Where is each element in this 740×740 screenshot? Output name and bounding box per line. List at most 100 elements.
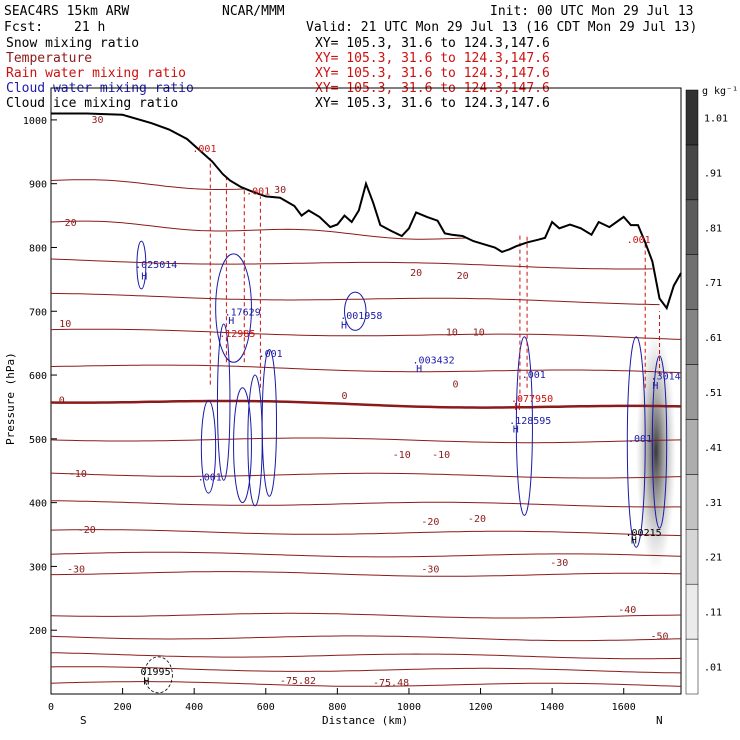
temperature-labels: -75.82 -75.48 -50 -40 -30 -30 -30 -20 -20 -20 -10 -…	[59, 115, 669, 689]
temperature-label: -20	[421, 517, 439, 528]
value-annotation: H	[141, 271, 147, 282]
value-annotation: H	[416, 364, 422, 375]
temperature-label: 30	[274, 185, 286, 196]
value-annotation: .3014	[651, 372, 681, 383]
value-annotation: H	[631, 535, 637, 546]
value-annotation: H	[341, 320, 347, 331]
x-tick-label: 600	[257, 702, 275, 713]
value-annotation: .001	[198, 472, 222, 483]
temperature-label: -30	[421, 565, 439, 576]
value-annotation: .001	[628, 434, 652, 445]
cloud-water-contour	[344, 291, 367, 331]
value-annotation: H	[143, 676, 149, 687]
x-tick-label: 800	[328, 702, 346, 713]
colorbar-label: .61	[704, 333, 722, 344]
colorbar-bin	[685, 638, 699, 695]
colorbar-label: .71	[704, 278, 722, 289]
north-endpoint: N	[656, 714, 663, 727]
value-annotation: .001	[246, 187, 270, 198]
isotherm-line	[51, 571, 682, 577]
isotherm-lines	[50, 179, 682, 687]
colorbar-label: .31	[704, 498, 722, 509]
value-annotation: .128595	[509, 416, 551, 427]
model-name: SEAC4RS 15km ARW	[4, 4, 129, 19]
colorbar-bin	[685, 309, 699, 365]
field-xy: XY= 105.3, 31.6 to 124.3,147.6	[315, 66, 550, 81]
isotherm-line	[50, 612, 682, 619]
isotherm-line	[50, 635, 682, 642]
x-tick-label: 400	[185, 702, 203, 713]
field-name: Rain water mixing ratio	[6, 66, 186, 81]
x-tick-label: 1200	[468, 702, 492, 713]
y-tick-label: 400	[29, 499, 47, 510]
value-annotation: H	[228, 316, 234, 327]
temperature-label: 10	[473, 327, 485, 338]
cloud-water-contour	[515, 336, 533, 516]
isotherm-line	[50, 220, 467, 240]
colorbar-label: .91	[704, 168, 722, 179]
snow-contour	[143, 656, 173, 694]
cloud-water-contour	[216, 323, 231, 481]
fcst-value: 21 h	[74, 20, 105, 35]
x-tick-label: 1000	[397, 702, 421, 713]
field-xy: XY= 105.3, 31.6 to 124.3,147.6	[315, 96, 550, 111]
value-annotation: .003432	[413, 356, 455, 367]
cloud-water-contour	[215, 253, 252, 363]
isotherm-line	[50, 681, 682, 687]
temperature-label: 30	[92, 115, 104, 126]
x-tick-label: 200	[114, 702, 132, 713]
value-annotation: .001	[259, 349, 283, 360]
x-tick-label: 1400	[540, 702, 564, 713]
temperature-label: -20	[468, 514, 486, 525]
value-annotation: .001	[192, 144, 216, 155]
temperature-label: 0	[452, 380, 458, 391]
isotherm-line	[50, 472, 682, 479]
x-axis-label: Distance (km)	[322, 714, 408, 727]
center-name: NCAR/MMM	[222, 4, 285, 19]
value-annotation: .17629	[225, 308, 261, 319]
temperature-label: -75.48	[373, 678, 409, 689]
isotherm-line	[50, 179, 245, 190]
value-annotation: H	[513, 424, 519, 435]
y-tick-label: 1000	[23, 116, 47, 127]
value-annotation: .00215	[626, 528, 662, 539]
colorbar-label: .01	[704, 663, 722, 674]
cloud-water-contour	[651, 355, 668, 529]
colorbar-label: .51	[704, 388, 722, 399]
init-time: Init: 00 UTC Mon 29 Jul 13	[490, 4, 694, 19]
field-name: Cloud ice mixing ratio	[6, 96, 178, 111]
temperature-label: -30	[67, 565, 85, 576]
value-annotations: H01995.001.001.12985H.17629H.025014H.001…	[135, 144, 681, 688]
y-tick-label: 800	[29, 243, 47, 254]
colorbar-bin	[685, 529, 699, 585]
south-endpoint: S	[80, 714, 87, 727]
axes: 0 200 400 600 800 1000 1200 1400 160020030040050…	[23, 116, 636, 713]
value-annotation: .001958	[340, 311, 382, 322]
colorbar-label: .81	[704, 223, 722, 234]
colorbar-bin	[685, 583, 699, 640]
value-annotation: .001	[627, 235, 651, 246]
temperature-label: 10	[446, 327, 458, 338]
value-annotation: .12985	[219, 329, 255, 340]
plot-frame	[50, 87, 682, 695]
isotherm-line	[50, 529, 682, 537]
field-xy: XY= 105.3, 31.6 to 124.3,147.6	[315, 51, 550, 66]
colorbar-label: 1.01	[704, 113, 728, 124]
field-xy: XY= 105.3, 31.6 to 124.3,147.6	[315, 36, 550, 51]
temperature-label: -20	[78, 525, 96, 536]
temperature-label: 10	[59, 319, 71, 330]
x-tick-label: 0	[48, 702, 54, 713]
y-tick-label: 700	[29, 307, 47, 318]
isotherm-line	[50, 551, 682, 558]
temperature-label: -30	[550, 558, 568, 569]
temperature-label: -50	[650, 632, 668, 643]
colorbar-bin	[685, 144, 699, 201]
y-tick-label: 200	[29, 626, 47, 637]
cloud-water-contour	[136, 240, 147, 290]
field-name: Temperature	[6, 51, 92, 66]
colorbar-bin	[685, 474, 699, 530]
cloud-contours	[136, 158, 668, 694]
value-annotation: .001	[522, 370, 546, 381]
cloud-water-contour	[233, 387, 252, 504]
